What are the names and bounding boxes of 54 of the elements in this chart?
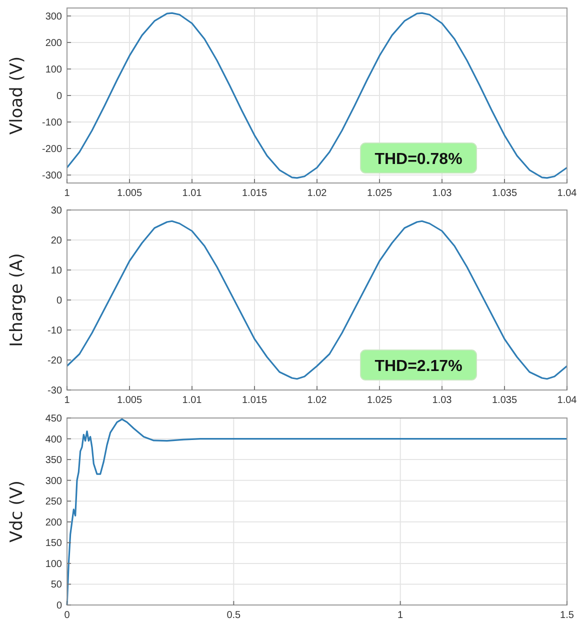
y-axis-title: Icharge (A)	[7, 253, 27, 347]
x-tick-label: 1.015	[242, 188, 268, 199]
x-tick-label: 1.02	[307, 188, 328, 199]
x-tick-label: 1.015	[242, 395, 268, 406]
x-tick-label: 1.025	[366, 395, 392, 406]
x-tick-label: 1.005	[116, 188, 142, 199]
x-tick-label: 0	[64, 610, 70, 620]
annotation: THD=2.17%	[374, 358, 462, 375]
y-tick-label: 200	[45, 38, 62, 49]
x-tick-label: 1.5	[560, 610, 574, 620]
y-tick-label: 300	[45, 476, 62, 487]
x-tick-label: 0.5	[226, 610, 242, 620]
y-tick-label: 10	[50, 266, 62, 276]
y-tick-label: 250	[45, 496, 62, 508]
y-tick-label: 100	[45, 64, 62, 76]
y-tick-label: 200	[45, 517, 62, 528]
y-tick-label: 0	[56, 600, 62, 612]
x-tick-label: 1	[398, 610, 404, 620]
y-tick-label: -30	[48, 386, 62, 396]
y-tick-label: -200	[42, 144, 62, 156]
y-tick-label: -100	[42, 118, 62, 129]
y-tick-label: 150	[45, 538, 62, 550]
y-tick-label: 300	[45, 11, 62, 22]
x-tick-label: 1	[64, 395, 70, 406]
y-tick-label: -300	[42, 170, 62, 182]
x-tick-label: 1.03	[432, 395, 452, 406]
y-axis-title: Vload (V)	[7, 56, 27, 135]
x-tick-label: 1.04	[557, 395, 578, 406]
y-tick-label: -20	[48, 356, 62, 366]
x-tick-label: 1.01	[182, 188, 202, 199]
x-tick-label: 1.04	[557, 188, 578, 199]
line-series	[66, 220, 568, 380]
x-tick-label: 1.035	[492, 395, 518, 406]
x-tick-label: 1.005	[116, 395, 142, 406]
x-tick-label: 1.03	[432, 188, 452, 199]
annotation: THD=0.78%	[374, 151, 462, 168]
line-series	[66, 418, 568, 606]
line-series	[66, 12, 568, 179]
y-tick-label: 0	[56, 296, 62, 306]
y-tick-label: -10	[48, 326, 62, 336]
y-tick-label: 450	[45, 414, 62, 424]
x-tick-label: 1	[64, 188, 70, 199]
y-tick-label: 50	[50, 580, 62, 591]
x-tick-label: 1.01	[182, 395, 202, 406]
x-tick-label: 1.02	[307, 395, 328, 406]
y-tick-label: 0	[56, 91, 62, 102]
x-tick-label: 1.025	[366, 188, 392, 199]
y-tick-label: 20	[50, 236, 62, 246]
y-tick-label: 400	[45, 434, 62, 446]
y-axis-title: Vdc (V)	[7, 480, 27, 543]
y-tick-label: 350	[45, 455, 62, 466]
y-tick-label: 30	[50, 206, 62, 216]
x-tick-label: 1.035	[492, 188, 518, 199]
y-tick-label: 100	[45, 558, 62, 570]
